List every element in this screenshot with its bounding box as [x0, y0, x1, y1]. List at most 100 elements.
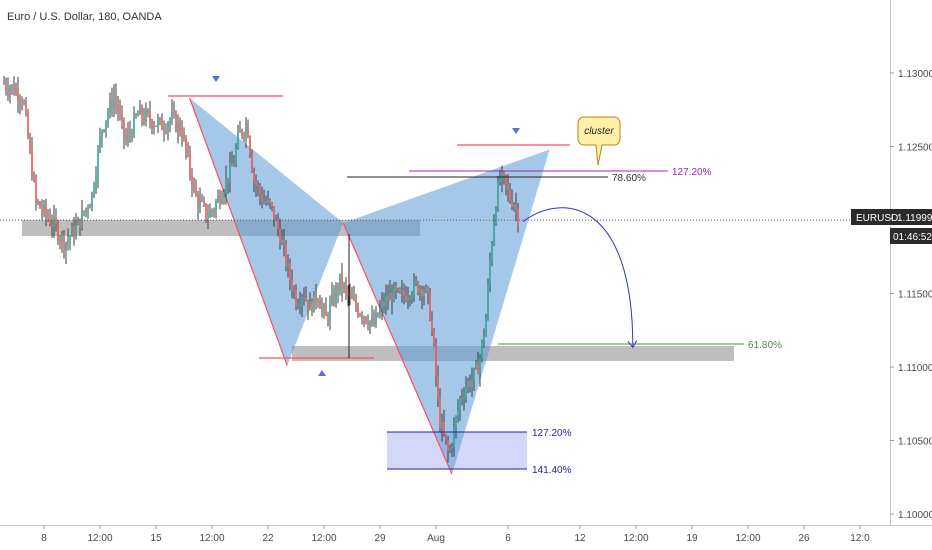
candle-body: [185, 136, 187, 151]
candle-body: [303, 296, 305, 298]
candle-body: [469, 381, 471, 388]
candle-body: [261, 194, 263, 203]
candle-body: [493, 222, 495, 245]
candle-body: [237, 132, 239, 148]
candle-body: [473, 368, 475, 381]
time-tick-label: 6: [505, 533, 511, 544]
candle-body: [283, 239, 285, 245]
candle-body: [479, 358, 481, 375]
candle-body: [143, 117, 145, 122]
candle-body: [215, 201, 217, 211]
candle-body: [99, 136, 101, 150]
candle-body: [425, 287, 427, 292]
arrow-head: [627, 340, 638, 349]
time-axis[interactable]: 8 12:00 15 12:00 22 12:00 29 Aug 6 12 12:00 19 12:00…: [41, 525, 870, 544]
candle-body: [11, 85, 13, 89]
time-tick-label: 12:00: [199, 533, 224, 544]
candle-body: [57, 224, 59, 241]
candle-body: [461, 398, 463, 400]
cluster-callout[interactable]: cluster: [577, 116, 621, 166]
price-tick-label: 1.10000: [898, 510, 932, 521]
candle-body: [217, 195, 219, 202]
candle-body: [111, 99, 113, 109]
candle-body: [423, 291, 425, 297]
candle-body: [405, 295, 407, 301]
candle-body: [153, 126, 155, 128]
candle-body: [311, 300, 313, 313]
candle-body: [431, 319, 433, 331]
candle-body: [437, 376, 439, 399]
candle-body: [337, 286, 339, 292]
candle-body: [505, 175, 507, 184]
candle-body: [245, 124, 247, 136]
candle-body: [255, 181, 257, 186]
candle-body: [381, 301, 383, 309]
candle-body: [129, 132, 131, 134]
candle-body: [19, 100, 21, 102]
candle-body: [489, 261, 491, 286]
candle-body: [25, 102, 27, 114]
candle-body: [157, 119, 159, 126]
candle-body: [195, 184, 197, 197]
candle-body: [59, 240, 61, 242]
candle-body: [447, 440, 449, 451]
time-tick-label: 8: [41, 533, 47, 544]
candle-body: [443, 422, 445, 435]
candle-body: [213, 210, 215, 212]
candle-body: [481, 340, 483, 359]
candle-body: [369, 321, 371, 327]
candle-body: [29, 137, 31, 150]
candle-body: [115, 96, 117, 103]
candle-body: [457, 409, 459, 418]
countdown-tag: 01:46:52: [890, 228, 932, 244]
time-tick-label: 12:00: [735, 533, 760, 544]
candle-body: [483, 336, 485, 341]
candle-body: [5, 83, 7, 89]
candle-body: [339, 273, 341, 292]
candle-body: [411, 295, 413, 299]
candle-body: [133, 115, 135, 137]
candle-body: [31, 149, 33, 178]
candle-body: [101, 130, 103, 137]
candle-body: [401, 290, 403, 293]
candle-body: [121, 113, 123, 119]
candle-body: [105, 120, 107, 130]
countdown-text: 01:46:52: [893, 232, 932, 243]
candle-body: [313, 291, 315, 313]
candle-body: [441, 422, 443, 429]
candle-body: [477, 362, 479, 375]
candle-body: [67, 239, 69, 243]
candle-body: [151, 120, 153, 128]
candle-body: [497, 181, 499, 210]
candle-body: [439, 398, 441, 429]
candle-body: [273, 206, 275, 221]
chart-title: Euro / U.S. Dollar, 180, OANDA: [7, 11, 162, 23]
candle-body: [335, 286, 337, 303]
candle-body: [23, 102, 25, 104]
candle-body: [385, 296, 387, 306]
candle-body: [173, 111, 175, 114]
candle-body: [427, 287, 429, 294]
candle-body: [91, 192, 93, 206]
candle-body: [77, 218, 79, 225]
candle-body: [249, 137, 251, 154]
fib-1414-label: 141.40%: [532, 465, 572, 476]
candle-body: [353, 298, 355, 300]
candle-body: [71, 226, 73, 237]
candle-body: [347, 289, 349, 296]
candle-body: [323, 306, 325, 308]
candle-body: [235, 147, 237, 164]
candle-body: [293, 289, 295, 291]
candle-body: [201, 199, 203, 201]
candle-body: [309, 300, 311, 311]
candle-body: [329, 303, 331, 320]
candle-body: [289, 263, 291, 280]
candle-body: [21, 101, 23, 104]
time-tick-label: 12:00: [87, 533, 112, 544]
candle-body: [465, 387, 467, 398]
candle-body: [27, 113, 29, 138]
candle-body: [189, 153, 191, 174]
candle-body: [351, 294, 353, 299]
candle-body: [389, 292, 391, 301]
